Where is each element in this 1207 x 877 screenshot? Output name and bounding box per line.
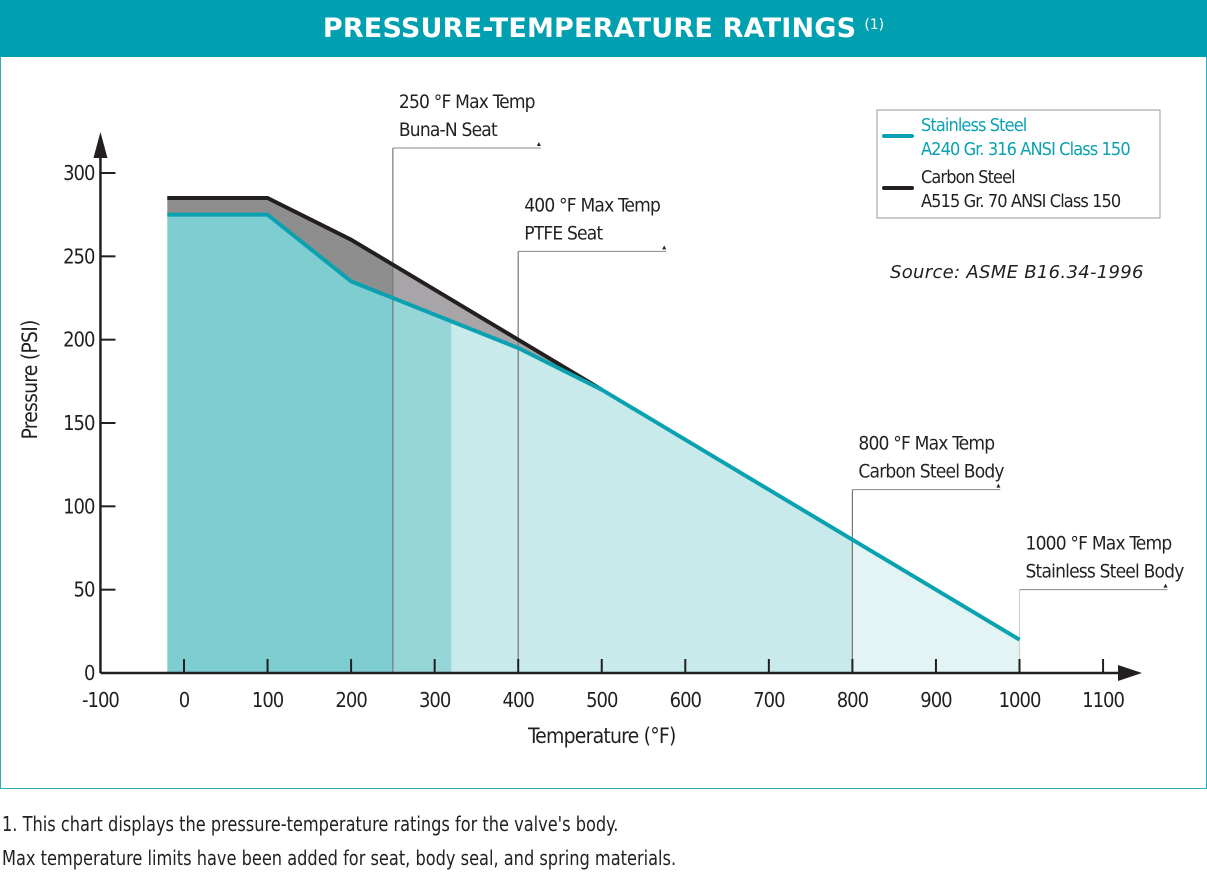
- legend-label-stainless-line1: Stainless Steel: [921, 115, 1026, 136]
- annotation-800-line2: Carbon Steel Body: [858, 461, 1004, 483]
- annotation-400-line2: PTFE Seat: [524, 222, 603, 244]
- y-tick-label-50: 50: [74, 578, 95, 602]
- x-axis-label: Temperature (°F): [527, 724, 676, 748]
- annotation-1000-line2: Stainless Steel Body: [1026, 561, 1185, 583]
- annotation-arrow-icon: [662, 245, 667, 250]
- x-tick-label-1100: 1100: [1082, 688, 1124, 712]
- legend-label-carbon-line2: A515 Gr. 70 ANSI Class 150: [921, 191, 1121, 212]
- x-tick-label--100: -100: [82, 688, 119, 712]
- annotation-250-line2: Buna-N Seat: [399, 119, 498, 141]
- y-tick-label-0: 0: [84, 661, 95, 685]
- fill-band-0: [167, 214, 393, 673]
- x-tick-label-500: 500: [586, 688, 618, 712]
- x-tick-label-400: 400: [503, 688, 535, 712]
- annotation-1000-line1: 1000 °F Max Temp: [1026, 533, 1172, 555]
- fill-band-3: [852, 539, 1020, 673]
- footnote-1: 1. This chart displays the pressure-temp…: [2, 812, 619, 836]
- x-tick-label-0: 0: [179, 688, 190, 712]
- annotation-400-line1: 400 °F Max Temp: [524, 194, 660, 216]
- legend-label-stainless-line2: A240 Gr. 316 ANSI Class 150: [921, 139, 1130, 160]
- x-tick-label-700: 700: [753, 688, 785, 712]
- annotation-arrow-icon: [1163, 583, 1168, 588]
- fill-band-1: [392, 298, 452, 673]
- series-line-stainless: [167, 212, 1021, 642]
- legend-box: [876, 109, 1161, 219]
- x-tick-label-600: 600: [670, 688, 702, 712]
- series-line-carbon: [167, 196, 603, 392]
- x-tick-label-1000: 1000: [999, 688, 1041, 712]
- fill-band-2: [451, 321, 853, 673]
- legend-label-carbon-line1: Carbon Steel: [921, 167, 1015, 188]
- y-tick-label-150: 150: [63, 411, 95, 435]
- annotation-arrow-icon: [536, 142, 541, 146]
- y-tick-label-200: 200: [63, 328, 95, 352]
- y-tick-label-100: 100: [63, 494, 95, 518]
- chart-title-bar: PRESSURE-TEMPERATURE RATINGS (1): [0, 0, 1207, 57]
- annotation-800-line1: 800 °F Max Temp: [858, 433, 994, 455]
- annotation-arrow-icon: [996, 483, 1001, 488]
- footnote-2: Max temperature limits have been added f…: [2, 846, 677, 870]
- source-note: Source: ASME B16.34-1996: [890, 262, 1144, 283]
- y-axis-arrow-icon: [93, 132, 108, 158]
- x-tick-label-300: 300: [419, 688, 451, 712]
- x-tick-label-800: 800: [837, 688, 869, 712]
- y-tick-label-300: 300: [63, 161, 95, 185]
- x-tick-label-100: 100: [252, 688, 284, 712]
- chart-title: PRESSURE-TEMPERATURE RATINGS: [322, 13, 857, 44]
- y-tick-label-250: 250: [63, 244, 95, 268]
- y-axis-label: Pressure (PSI): [18, 320, 42, 439]
- x-tick-label-900: 900: [920, 688, 952, 712]
- annotation-250-line1: 250 °F Max Temp: [399, 91, 535, 113]
- footnote-ref: (1): [864, 16, 885, 33]
- x-tick-label-200: 200: [335, 688, 367, 712]
- x-axis-arrow-icon: [1118, 665, 1142, 681]
